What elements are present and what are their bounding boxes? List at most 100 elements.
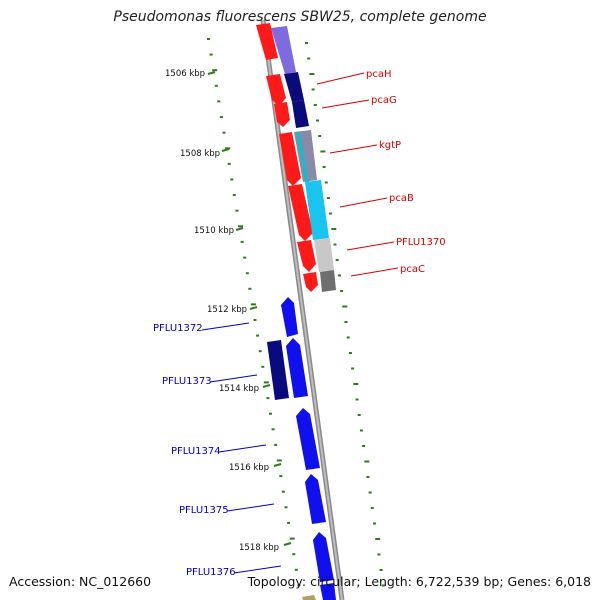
gene-feature-PFLU1376 [313,532,334,582]
gc-dot [348,352,352,354]
gene-feature-PFLU1372 [281,297,298,337]
scale-label: 1518 kbp [239,543,279,553]
gene-label-PFLU1376: PFLU1376 [186,567,236,578]
gc-dot [335,259,339,261]
gc-dot [337,274,341,277]
gc-dot [232,194,236,197]
gc-dot [366,476,370,478]
gene-label-pcaH: pcaH [366,69,392,80]
gene-label-pcaB: pcaB [389,193,414,204]
gene-feature-pcaB [288,184,313,241]
gc-dot [289,537,295,540]
gene-labels-left: PFLU1372 PFLU1373 PFLU1374 PFLU1375 PFLU… [153,322,282,578]
gene-feature-top-red [256,23,278,60]
gene-labels-right: pcaH pcaG kgtP pcaB PFLU1370 pcaC [316,69,446,277]
gc-dot [269,412,272,415]
gene-label-PFLU1372: PFLU1372 [153,323,203,334]
gene-label-PFLU1370: PFLU1370 [396,237,446,248]
gc-dot [305,42,308,44]
gc-dot [230,178,234,181]
gene-label-pcaG: pcaG [371,95,397,106]
gc-dot [245,272,249,275]
gene-feature-PFLU1375 [305,474,326,524]
gc-dot [362,445,366,447]
gc-dot [271,428,275,431]
gc-dot [342,305,348,308]
gene-label-PFLU1373: PFLU1373 [162,376,212,387]
gc-dot-track-right [305,42,385,587]
overlay-lightgrey [314,238,334,272]
gc-dot [238,225,243,228]
gc-dot [375,538,381,540]
gc-dot [297,584,301,587]
gc-dot [355,398,359,401]
gc-dot [340,290,344,292]
gene-feature-bottom-olive [302,595,316,600]
gene-feature-pcaC [303,272,318,292]
gc-dot [329,212,333,215]
gc-dot [276,459,282,462]
gene-label-PFLU1375: PFLU1375 [179,505,229,516]
overlay-darkgrey [320,270,336,292]
gc-dot [222,131,226,134]
forward-gene-track [256,23,318,292]
gc-dot [346,336,350,339]
gene-label-kgtP: kgtP [379,140,401,151]
scale-tick-1508: 1508 kbp [180,148,230,159]
gc-dot [250,303,256,306]
gc-dot [219,116,223,119]
gc-dot [364,460,370,463]
gc-dot-track-left [207,38,301,587]
gc-dot [313,104,317,106]
gc-dot [318,135,322,137]
overlay-cyan-stripe [296,132,309,182]
gc-dot [248,287,252,290]
gc-dot [353,383,359,385]
gc-dot [281,490,285,493]
scale-label: 1512 kbp [207,305,247,315]
gene-feature-PFLU1374 [296,408,320,470]
scale-tick-1518: 1518 kbp [239,542,292,553]
gc-dot [370,507,374,509]
gc-dot [307,57,311,60]
gc-dot [227,162,231,165]
gc-dot [373,522,376,525]
gc-dot [351,367,355,370]
scale-label: 1514 kbp [219,384,259,394]
gc-dot [316,119,319,122]
scale-label: 1516 kbp [229,463,269,473]
gc-dot [368,491,372,494]
scale-label: 1510 kbp [194,226,234,236]
gc-dot [324,181,328,184]
gene-feature-PFLU1373-dark [267,340,289,400]
scale-tick-1516: 1516 kbp [229,463,282,473]
overlay-navy-1 [284,72,304,102]
scale-tick-1514: 1514 kbp [219,384,271,394]
scale-tick-1506: 1506 kbp [165,69,216,79]
gc-dot [287,521,291,524]
gc-dot [284,506,288,509]
gc-dot [217,100,221,103]
gc-dot [261,365,265,368]
gc-dot [333,243,337,246]
gc-dot [207,38,210,40]
gene-feature-pcaH [266,74,286,106]
gc-dot [212,69,218,72]
gc-dot [263,381,269,384]
gc-dot [331,228,337,230]
overlay-cyan [305,180,329,240]
gc-dot [357,414,361,416]
gc-dot [344,321,348,323]
scale-tick-1510: 1510 kbp [194,226,244,236]
gc-dot [359,429,363,432]
reverse-gene-track [267,297,336,600]
feature-overlay-track [271,26,336,292]
scale-label: 1508 kbp [180,149,220,159]
gc-dot [235,209,239,212]
gene-feature-kgtP [279,132,301,186]
gene-label-PFLU1374: PFLU1374 [171,446,221,457]
gc-dot [274,443,278,446]
accession-label: Accession: NC_012660 [9,574,152,589]
gc-dot [294,568,298,571]
